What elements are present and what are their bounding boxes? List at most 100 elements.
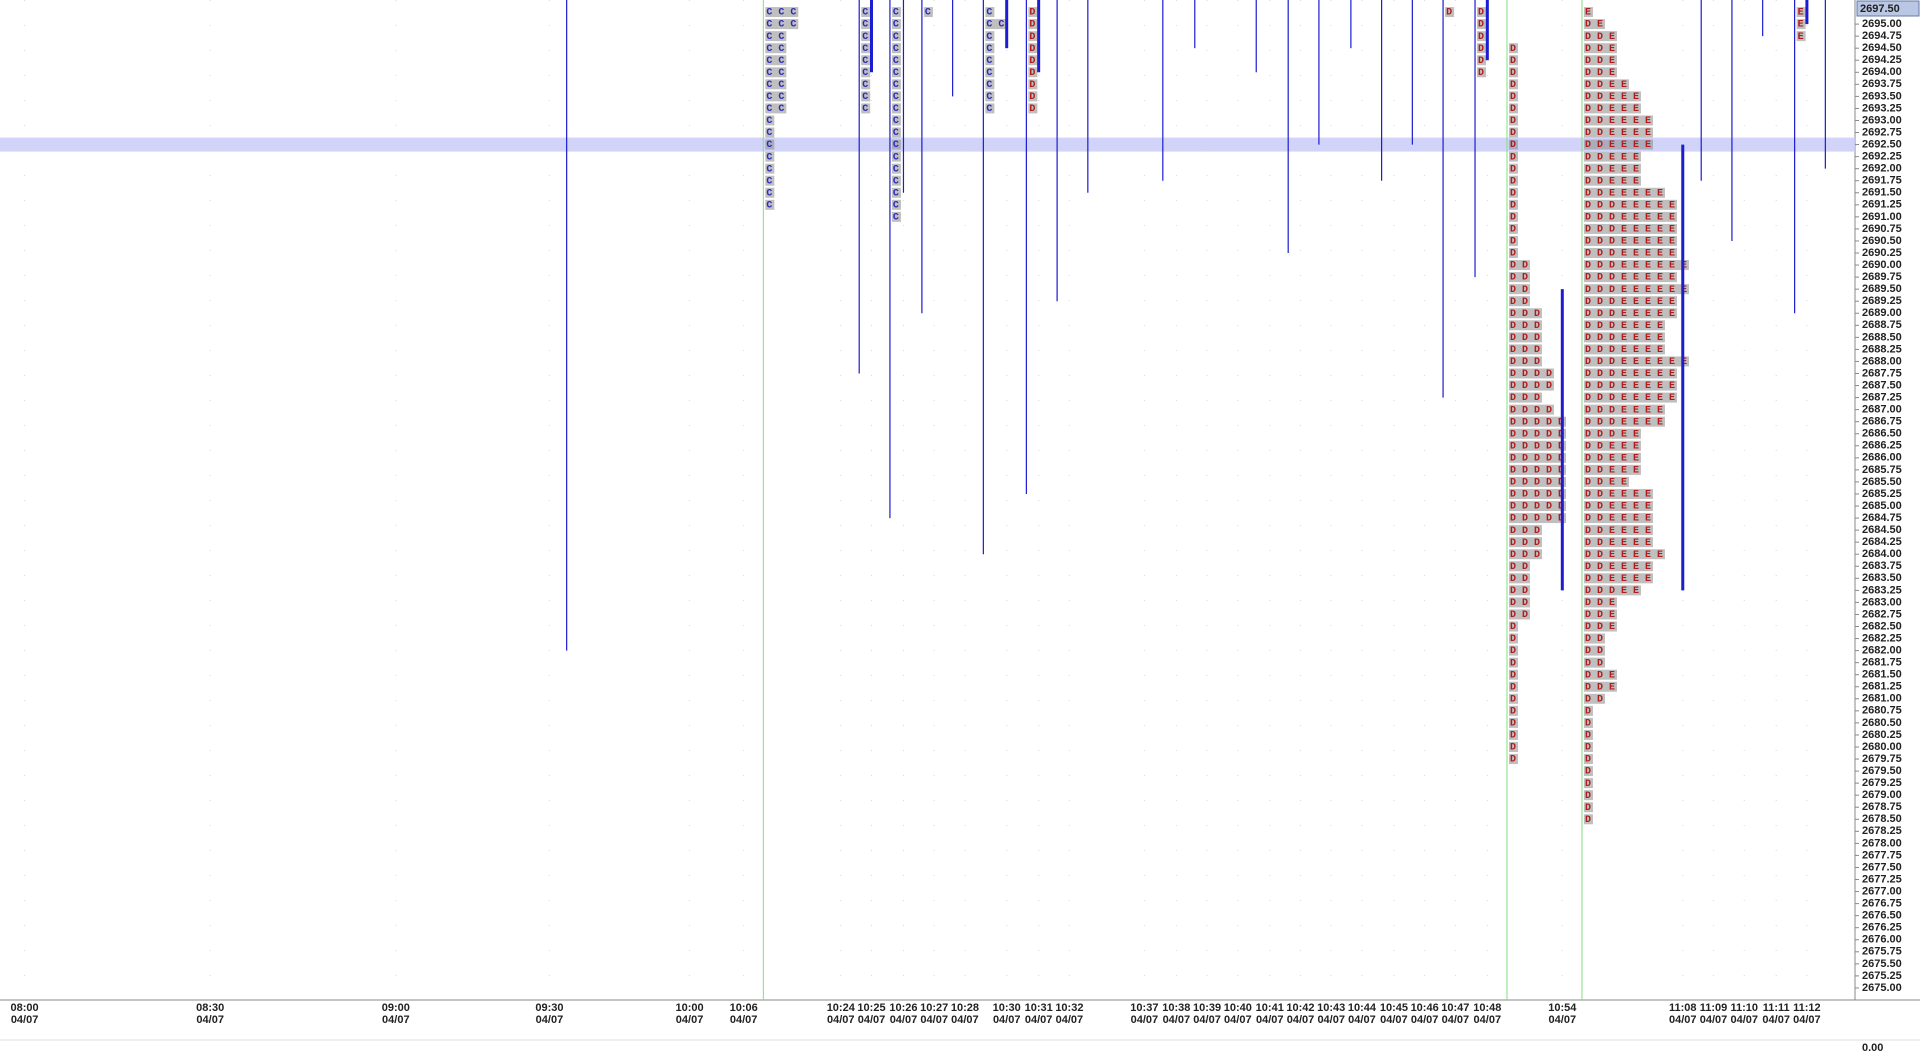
y-tick-label: 2682.75 [1862, 608, 1902, 620]
tpo-letters: C [893, 104, 899, 115]
tpo-letters: E [1798, 8, 1804, 19]
x-date-label: 04/07 [1193, 1014, 1221, 1026]
tpo-row-bar [1583, 356, 1689, 367]
y-tick-label: 2693.25 [1862, 102, 1902, 114]
tpo-letters: D D D E E E E E [1585, 369, 1675, 380]
tpo-letters: C [893, 56, 899, 67]
tpo-row-bar [1583, 693, 1605, 704]
x-tick-label: 10:27 [920, 1002, 948, 1014]
tpo-letters: D D E [1585, 622, 1615, 633]
tpo-letters: D D D E E E E [1585, 417, 1663, 428]
y-tick-label: 2687.75 [1862, 367, 1902, 379]
tpo-letters: C [766, 128, 772, 139]
y-tick-label: 2679.00 [1862, 789, 1902, 801]
y-tick-label: 2683.00 [1862, 596, 1902, 608]
tpo-row-bar [985, 31, 995, 42]
tpo-row-bar [1508, 296, 1530, 307]
tpo-letters: E [1798, 20, 1804, 31]
tpo-row-bar [1508, 573, 1530, 584]
tpo-letters: D D D E E E E E [1585, 249, 1675, 260]
tpo-letters: C [893, 32, 899, 43]
tpo-letters: D [1510, 128, 1516, 139]
tpo-row-bar [1508, 561, 1530, 572]
tpo-letters: D D D [1510, 357, 1540, 368]
tpo-row-bar [985, 43, 995, 54]
tpo-row-bar [1508, 452, 1566, 463]
tpo-row-bar [891, 31, 901, 42]
tpo-letters: C [893, 44, 899, 55]
y-tick-label: 2690.75 [1862, 223, 1902, 235]
tpo-letters: D D D D D [1510, 453, 1564, 464]
tpo-row-bar [1583, 766, 1593, 777]
y-tick-label: 2678.25 [1862, 825, 1902, 837]
tpo-row-bar [1508, 513, 1566, 524]
tpo-row-bar [1508, 633, 1518, 644]
y-tick-label: 2692.50 [1862, 138, 1902, 150]
tpo-row-bar [1583, 368, 1677, 379]
tpo-letters: D D E E E [1585, 164, 1639, 175]
tpo-row-bar [1508, 585, 1530, 596]
tpo-row-bar [891, 211, 901, 222]
tpo-row-bar [1508, 211, 1518, 222]
tpo-row-bar [1583, 669, 1617, 680]
tpo-letters: C [986, 104, 992, 115]
tpo-letters: D [1510, 694, 1516, 705]
tpo-row-bar [1508, 729, 1518, 740]
tpo-row-bar [1583, 151, 1641, 162]
tpo-row-bar [1445, 7, 1455, 18]
tpo-row-bar [765, 55, 787, 66]
tpo-row-bar [765, 103, 787, 114]
y-tick-label: 2692.25 [1862, 151, 1902, 163]
y-tick-label: 2692.00 [1862, 163, 1902, 175]
y-tick-label: 2682.00 [1862, 645, 1902, 657]
x-tick-label: 10:00 [676, 1002, 704, 1014]
tpo-letters: C [766, 176, 772, 187]
tpo-letters: C C [766, 80, 784, 91]
x-date-label: 04/07 [1317, 1014, 1345, 1026]
tpo-row-bar [765, 43, 787, 54]
tpo-row-bar [1583, 645, 1605, 656]
tpo-row-bar [1508, 537, 1542, 548]
x-tick-label: 10:46 [1411, 1002, 1439, 1014]
x-tick-label: 10:06 [730, 1002, 758, 1014]
x-tick-label: 10:40 [1224, 1002, 1252, 1014]
x-tick-label: 10:31 [1025, 1002, 1053, 1014]
y-tick-label: 2694.25 [1862, 54, 1902, 66]
tpo-letters: D [1510, 646, 1516, 657]
x-tick-label: 10:30 [993, 1002, 1021, 1014]
y-tick-label: 2684.75 [1862, 512, 1902, 524]
tpo-row-bar [1583, 741, 1593, 752]
tpo-row-bar [1477, 55, 1487, 66]
y-tick-label: 2677.25 [1862, 873, 1902, 885]
tpo-letters: D D [1585, 658, 1603, 669]
tpo-row-bar [1583, 525, 1653, 536]
tpo-row-bar [1583, 7, 1593, 18]
highlight-band [0, 137, 1855, 152]
tpo-row-bar [891, 7, 901, 18]
tpo-row-bar [1583, 344, 1665, 355]
y-tick-label: 2691.00 [1862, 211, 1902, 223]
tpo-letters: D [1029, 20, 1035, 31]
tpo-row-bar [765, 7, 799, 18]
tpo-letters: D D D E E E E E [1585, 237, 1675, 248]
tpo-letters: C C [766, 56, 784, 67]
tpo-row-bar [1583, 814, 1593, 825]
tpo-row-bar [1508, 488, 1566, 499]
tpo-letters: D [1029, 8, 1035, 19]
y-tick-label: 2677.50 [1862, 861, 1902, 873]
tpo-row-bar [1583, 561, 1653, 572]
y-tick-label: 2689.00 [1862, 307, 1902, 319]
tpo-letters: C [893, 140, 899, 151]
tpo-letters: D [1585, 706, 1591, 717]
x-date-label: 04/07 [1411, 1014, 1439, 1026]
tpo-letters: D D E E E E [1585, 526, 1651, 537]
tpo-row-bar [1583, 272, 1677, 283]
tpo-letters: D D D E E E E [1585, 321, 1663, 332]
tpo-letters: D D E [1585, 44, 1615, 55]
tpo-letters: D D D E E E E E [1585, 213, 1675, 224]
tpo-letters: D D E E E [1585, 466, 1639, 477]
tpo-letters: D [1510, 164, 1516, 175]
tpo-letters: C [893, 68, 899, 79]
tpo-row-bar [1583, 235, 1677, 246]
